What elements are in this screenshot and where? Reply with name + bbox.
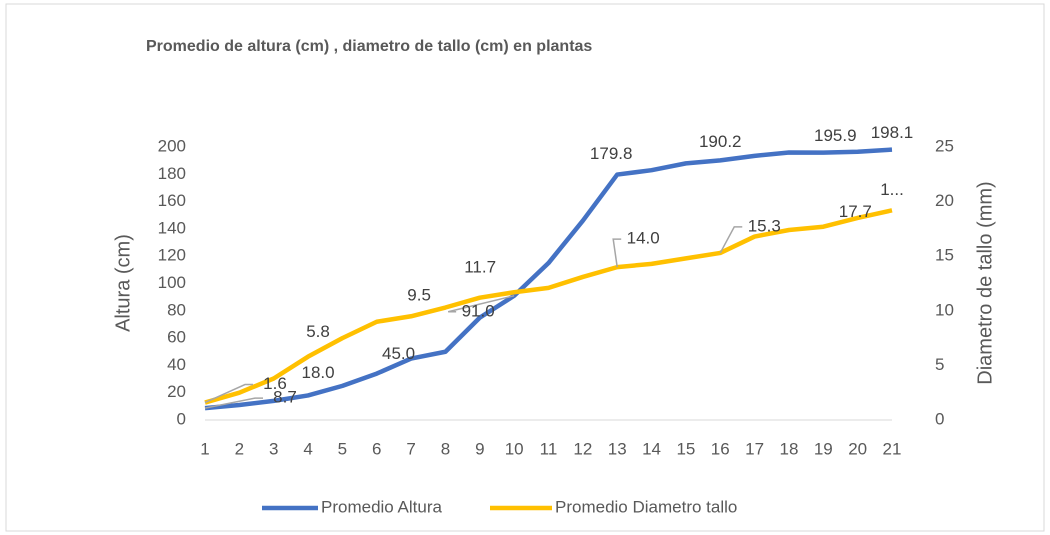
leader-line — [204, 397, 263, 409]
y-axis-title: Altura (cm) — [112, 234, 134, 332]
x-tick-label: 10 — [505, 439, 524, 458]
x-tick-label: 4 — [303, 439, 312, 458]
data-label: 198.1 — [871, 123, 914, 142]
x-tick-label: 12 — [573, 439, 592, 458]
x-tick-label: 17 — [745, 439, 764, 458]
x-tick-label: 16 — [711, 439, 730, 458]
x-tick-label: 3 — [269, 439, 278, 458]
data-label: 1... — [880, 180, 904, 199]
y2-tick-label: 15 — [935, 246, 954, 265]
x-tick-label: 5 — [338, 439, 347, 458]
data-label: 195.9 — [814, 126, 857, 145]
y-tick-label: 40 — [167, 355, 186, 374]
data-label: 91.0 — [462, 301, 495, 320]
y-tick-label: 0 — [177, 409, 186, 428]
data-label: 14.0 — [627, 229, 660, 248]
y2-tick-label: 20 — [935, 191, 954, 210]
y-tick-label: 140 — [158, 218, 186, 237]
x-tick-label: 8 — [441, 439, 450, 458]
data-label: 45.0 — [382, 344, 415, 363]
y2-tick-label: 25 — [935, 136, 954, 155]
data-label: 18.0 — [302, 363, 335, 382]
data-label: 9.5 — [407, 286, 431, 305]
y2-tick-label: 0 — [935, 409, 944, 428]
data-label: 5.8 — [306, 322, 330, 341]
leader-line — [204, 383, 253, 404]
legend-label: Promedio Diametro tallo — [555, 497, 737, 516]
x-tick-label: 2 — [235, 439, 244, 458]
data-label: 15.3 — [748, 216, 781, 235]
chart-title: Promedio de altura (cm) , diametro de ta… — [146, 38, 592, 55]
x-tick-label: 9 — [475, 439, 484, 458]
y-tick-label: 60 — [167, 328, 186, 347]
y-tick-label: 200 — [158, 136, 186, 155]
x-tick-label: 18 — [779, 439, 798, 458]
x-tick-label: 7 — [406, 439, 415, 458]
x-tick-label: 11 — [540, 439, 558, 458]
y-tick-label: 160 — [158, 191, 186, 210]
data-label: 179.8 — [590, 144, 633, 163]
y-tick-label: 100 — [158, 273, 186, 292]
y-tick-label: 80 — [167, 300, 186, 319]
data-label: 17.7 — [839, 202, 872, 221]
y-tick-label: 120 — [158, 246, 186, 265]
data-line — [204, 147, 893, 411]
y2-axis-title: Diametro de tallo (mm) — [974, 181, 996, 384]
y2-tick-label: 10 — [935, 300, 954, 319]
data-label: 1.6 — [263, 374, 287, 393]
x-tick-label: 6 — [372, 439, 381, 458]
leader-line — [719, 226, 743, 254]
data-label: 11.7 — [464, 258, 496, 277]
x-tick-label: 19 — [814, 439, 833, 458]
x-tick-label: 15 — [676, 439, 695, 458]
y-tick-label: 180 — [158, 164, 186, 183]
y-tick-label: 20 — [167, 382, 186, 401]
leader-line — [447, 295, 515, 313]
x-tick-label: 14 — [642, 439, 661, 458]
x-tick-label: 13 — [608, 439, 627, 458]
x-tick-label: 21 — [883, 439, 902, 458]
y2-tick-label: 5 — [935, 355, 944, 374]
x-tick-label: 20 — [848, 439, 867, 458]
chart-frame — [5, 3, 1045, 532]
legend-label: Promedio Altura — [321, 497, 442, 516]
leader-line — [612, 238, 622, 268]
x-tick-label: 1 — [200, 439, 209, 458]
data-label: 190.2 — [699, 132, 742, 151]
data-label: 8.7 — [273, 388, 297, 407]
data-line — [204, 208, 893, 405]
